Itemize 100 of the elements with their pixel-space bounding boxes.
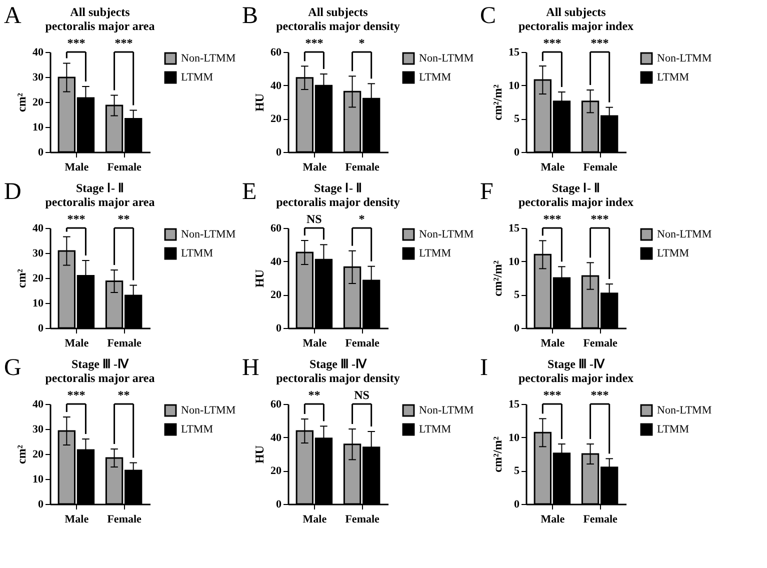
y-axis-title: cm²/m² <box>490 84 504 120</box>
chart-title: Stage Ⅰ- Ⅱ <box>76 181 124 195</box>
y-tick-label: 5 <box>514 289 520 302</box>
x-tick-label: Female <box>107 514 142 526</box>
y-tick-label: 10 <box>32 122 44 134</box>
y-tick-label: 0 <box>514 322 520 334</box>
chart-subtitle: pectoralis major density <box>276 195 400 209</box>
text: *** <box>67 36 86 50</box>
y-tick-label: 60 <box>270 46 282 58</box>
y-tick-label: 0 <box>276 322 282 334</box>
chart-subtitle: pectoralis major area <box>45 19 155 33</box>
text: *** <box>590 212 609 226</box>
x-tick-label: Male <box>64 514 89 526</box>
text: C <box>480 3 496 29</box>
text: * <box>358 36 365 50</box>
y-tick-label: 15 <box>508 222 520 234</box>
legend-label: LTMM <box>419 424 452 436</box>
x-tick-label: Male <box>302 162 327 174</box>
y-tick-label: 40 <box>270 256 282 268</box>
text: *** <box>590 36 609 50</box>
text: Non-LTMM <box>181 404 236 416</box>
x-tick-label: Male <box>540 162 565 174</box>
legend-label: LTMM <box>657 248 690 260</box>
text: *** <box>590 388 609 402</box>
chart-subtitle: pectoralis major index <box>518 195 634 209</box>
y-tick-label: 0 <box>38 146 44 158</box>
y-tick-label: 10 <box>508 432 520 444</box>
y-tick-label: 20 <box>270 289 282 302</box>
y-tick-label: 10 <box>508 80 520 92</box>
y-tick-label: 0 <box>514 498 520 510</box>
text: F <box>480 179 494 205</box>
legend-label: LTMM <box>181 424 214 436</box>
x-tick-label: Female <box>107 162 142 174</box>
y-tick-label: 40 <box>32 222 44 234</box>
text: *** <box>114 36 133 50</box>
text: *** <box>305 36 324 50</box>
y-axis-title: HU <box>252 93 266 112</box>
y-tick-label: 30 <box>32 424 44 436</box>
text: H <box>242 355 260 381</box>
chart-title: Stage Ⅲ -Ⅳ <box>548 357 606 371</box>
x-tick-label: Female <box>345 514 380 526</box>
chart-subtitle: pectoralis major index <box>518 19 634 33</box>
y-tick-label: 10 <box>32 298 44 310</box>
y-tick-label: 0 <box>38 322 44 334</box>
legend-label: Non-LTMM <box>419 52 474 64</box>
text: ** <box>308 388 320 402</box>
text: Non-LTMM <box>657 228 712 240</box>
text: A <box>4 3 22 29</box>
text: Non-LTMM <box>419 228 474 240</box>
y-tick-label: 30 <box>32 248 44 260</box>
y-tick-label: 20 <box>32 96 44 108</box>
y-tick-label: 0 <box>38 498 44 510</box>
text: G <box>4 355 22 381</box>
chart-title: All subjects <box>546 5 606 19</box>
text: ** <box>118 388 130 402</box>
text: *** <box>543 388 562 402</box>
y-tick-label: 10 <box>508 256 520 268</box>
x-tick-label: Male <box>540 338 565 350</box>
y-tick-label: 60 <box>270 222 282 234</box>
y-axis-title: HU <box>252 269 266 288</box>
y-axis-title: cm² <box>14 92 28 112</box>
text: ** <box>118 212 130 226</box>
y-tick-label: 20 <box>32 272 44 284</box>
y-tick-label: 15 <box>508 46 520 58</box>
legend-label: LTMM <box>419 72 452 84</box>
text: Non-LTMM <box>657 404 712 416</box>
y-axis-title: cm²/m² <box>490 260 504 296</box>
chart-title: Stage Ⅲ -Ⅳ <box>72 357 130 371</box>
chart-subtitle: pectoralis major area <box>45 195 155 209</box>
y-axis-title: cm² <box>14 444 28 464</box>
y-axis-title: cm²/m² <box>490 436 504 472</box>
x-tick-label: Male <box>540 514 565 526</box>
x-tick-label: Female <box>107 338 142 350</box>
chart-subtitle: pectoralis major area <box>45 371 155 385</box>
legend-label: LTMM <box>657 72 690 84</box>
text: Non-LTMM <box>181 228 236 240</box>
legend-label: LTMM <box>419 248 452 260</box>
text: *** <box>543 212 562 226</box>
chart-title: Stage Ⅲ -Ⅳ <box>310 357 368 371</box>
legend-label: LTMM <box>657 424 690 436</box>
legend-label: Non-LTMM <box>181 52 236 64</box>
y-tick-label: 40 <box>270 80 282 92</box>
y-tick-label: 20 <box>270 113 282 126</box>
chart-title: Stage Ⅰ- Ⅱ <box>552 181 600 195</box>
legend-label: Non-LTMM <box>657 52 712 64</box>
text: *** <box>67 212 86 226</box>
x-tick-label: Male <box>302 514 327 526</box>
y-tick-label: 0 <box>276 146 282 158</box>
x-tick-label: Female <box>583 514 618 526</box>
y-tick-label: 5 <box>514 465 520 478</box>
text: * <box>358 212 365 226</box>
legend-label: LTMM <box>181 72 214 84</box>
y-tick-label: 5 <box>514 113 520 126</box>
text: NS <box>354 388 370 402</box>
x-tick-label: Female <box>345 338 380 350</box>
y-tick-label: 40 <box>32 46 44 58</box>
y-tick-label: 20 <box>32 448 44 460</box>
x-tick-label: Female <box>345 162 380 174</box>
y-tick-label: 20 <box>270 465 282 478</box>
chart-subtitle: pectoralis major density <box>276 371 400 385</box>
